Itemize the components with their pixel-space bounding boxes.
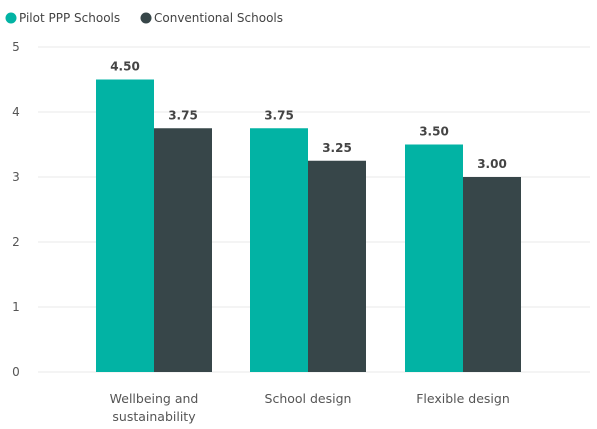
legend-marker-1 (140, 12, 152, 24)
y-tick-label: 2 (12, 235, 20, 249)
legend-label-0: Pilot PPP Schools (19, 11, 120, 25)
data-labels: 4.50 3.75 3.75 3.25 3.50 3.00 (110, 60, 507, 172)
category-label: sustainability (112, 409, 196, 424)
data-label: 3.75 (168, 108, 198, 122)
bar-0-0 (96, 79, 154, 372)
category-label: Flexible design (416, 391, 510, 406)
bar-2-0 (405, 144, 463, 372)
data-label: 3.25 (322, 141, 352, 155)
y-tick-label: 1 (12, 300, 20, 314)
legend-marker-0 (5, 12, 17, 24)
y-tick-label: 4 (12, 105, 20, 119)
bars (96, 79, 521, 372)
category-label: School design (265, 391, 352, 406)
bar-0-1 (154, 128, 212, 372)
y-tick-label: 5 (12, 40, 20, 54)
data-label: 4.50 (110, 60, 140, 74)
y-tick-label: 0 (12, 365, 20, 379)
category-label: Wellbeing and (110, 391, 199, 406)
data-label: 3.75 (264, 108, 294, 122)
bar-1-0 (250, 128, 308, 372)
bar-2-1 (463, 177, 521, 372)
bar-1-1 (308, 160, 366, 372)
y-axis: 0 1 2 3 4 5 (12, 40, 20, 379)
data-label: 3.00 (477, 157, 507, 171)
y-tick-label: 3 (12, 170, 20, 184)
data-label: 3.50 (419, 125, 449, 139)
x-axis: Wellbeing and sustainability School design… (110, 391, 510, 424)
legend-label-1: Conventional Schools (154, 11, 283, 25)
legend: Pilot PPP Schools Conventional Schools (5, 11, 283, 25)
